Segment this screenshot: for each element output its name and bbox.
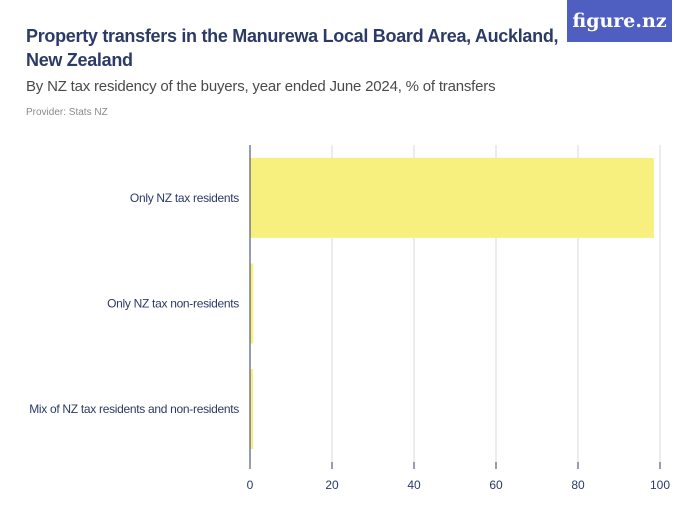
category-label: Only NZ tax non-residents <box>107 297 239 311</box>
x-tick-label: 80 <box>571 478 585 492</box>
category-label: Only NZ tax residents <box>130 191 239 205</box>
bar-1[interactable] <box>250 157 654 238</box>
x-tick-label: 40 <box>407 478 421 492</box>
chart-title: Property transfers in the Manurewa Local… <box>26 26 559 70</box>
x-tick-label: 100 <box>650 478 670 492</box>
x-axis: 0 20 40 60 80 100 <box>247 145 670 492</box>
chart-subtitle: By NZ tax residency of the buyers, year … <box>26 78 496 95</box>
category-labels: Only NZ tax residents Only NZ tax non-res… <box>29 191 239 416</box>
x-tick-label: 20 <box>325 478 339 492</box>
provider-label: Provider: Stats NZ <box>26 107 108 118</box>
figure-nz-logo[interactable]: figure.nz <box>567 0 672 42</box>
x-tick-label: 60 <box>489 478 503 492</box>
category-label: Mix of NZ tax residents and non-resident… <box>29 402 239 416</box>
bar-2[interactable] <box>250 263 254 344</box>
bar-3[interactable] <box>250 369 253 450</box>
bars <box>250 157 654 450</box>
x-tick-label: 0 <box>247 478 254 492</box>
